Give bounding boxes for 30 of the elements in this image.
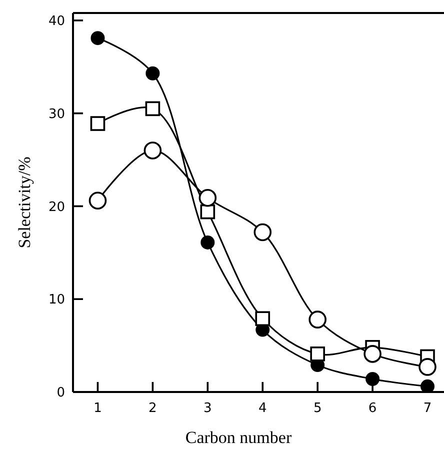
point [366, 372, 380, 386]
point [144, 142, 162, 160]
point [146, 66, 160, 80]
y-tick-label: 30 [48, 106, 65, 122]
point [254, 223, 272, 242]
point [88, 192, 107, 210]
x-tick-label: 5 [313, 401, 322, 416]
point [90, 116, 106, 131]
y-tick-label: 10 [48, 292, 65, 308]
point [198, 188, 217, 207]
y-axis-title: Selectivity/% [15, 156, 34, 248]
y-tick-label: 0 [56, 386, 65, 401]
point [255, 311, 270, 326]
point [420, 379, 435, 392]
x-tick-label: 7 [423, 401, 432, 416]
y-tick-label: 40 [48, 14, 65, 29]
point [200, 235, 215, 250]
x-tick-label: 3 [204, 401, 212, 416]
point [364, 345, 382, 363]
point [145, 101, 160, 116]
point [310, 346, 325, 362]
x-tick-label: 2 [148, 401, 157, 416]
point [418, 358, 436, 376]
y-tick-label: 20 [48, 200, 65, 215]
x-axis-title: Carbon number [185, 428, 292, 447]
x-tick-label: 6 [368, 401, 377, 416]
point [308, 310, 326, 328]
point [90, 31, 105, 46]
x-tick-label: 4 [258, 401, 267, 416]
x-tick-label: 1 [94, 401, 102, 416]
